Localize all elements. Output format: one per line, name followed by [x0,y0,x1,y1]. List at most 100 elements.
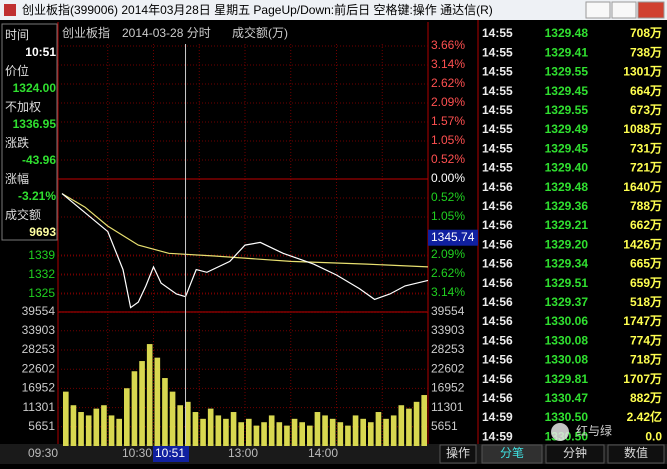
trade-time: 14:56 [482,314,513,328]
volume-bar [322,415,328,446]
volume-bar [177,405,183,446]
volume-bar [268,415,275,446]
trade-volume: 1088万 [623,122,662,136]
info-label: 涨跌 [5,135,29,150]
tab-label[interactable]: 操作 [446,445,470,460]
trade-price: 1330.06 [545,314,589,328]
info-value: -3.21% [18,189,56,203]
volume-bar [390,415,397,446]
average-line [61,193,429,268]
window-title: 创业板指(399006) 2014年03月28日 星期五 PageUp/Down… [22,2,493,17]
volume-bar [146,344,153,446]
trade-time: 14:56 [482,257,513,271]
minimize-button[interactable] [585,1,611,19]
volume-bar [398,405,405,446]
trade-price: 1329.49 [545,122,589,136]
percent-tick-label: 3.14% [431,57,465,71]
app-icon [4,4,16,16]
trade-price: 1329.48 [545,26,589,40]
trade-price: 1329.36 [545,199,589,213]
trade-volume: 1707万 [623,372,662,386]
tab[interactable] [439,444,477,464]
tab[interactable] [607,444,665,464]
trade-volume: 721万 [630,161,662,175]
trade-volume: 788万 [630,199,662,213]
trade-price: 1329.40 [545,161,589,175]
percent-tick-label: 2.09% [431,95,465,109]
trade-volume: 0.0 [645,429,662,443]
title-bar [0,0,667,20]
trade-price: 1329.20 [545,237,589,251]
volume-bar [368,422,374,446]
volume-bar [93,408,100,446]
volume-bar [375,412,382,446]
trade-price: 1329.81 [545,372,589,386]
volume-bar [329,418,336,446]
time-label: 13:00 [228,446,258,460]
trade-volume: 665万 [630,257,662,271]
volume-tick-label-right: 11301 [431,400,464,414]
trade-price: 1329.45 [545,141,589,155]
volume-bar [230,412,237,446]
time-label: 10:30 [122,446,152,460]
volume-tick-label: 28253 [22,342,56,356]
percent-tick-label: 0.52% [431,190,465,204]
volume-bar [215,415,222,446]
trade-price: 1330.47 [545,391,589,405]
volume-bar [207,408,214,446]
trade-price: 1330.08 [545,353,589,367]
info-label: 成交额 [5,207,41,222]
trade-volume: 731万 [630,141,662,155]
trade-time: 14:55 [482,65,513,79]
volume-bar [345,425,351,446]
tab-label[interactable]: 分钟 [563,445,587,460]
price-line [61,193,429,309]
trade-volume: 659万 [630,276,662,290]
volume-bar [192,412,199,446]
volume-bar [154,357,161,446]
trade-volume: 738万 [630,45,662,59]
volume-bar [299,422,305,446]
volume-tick-label-right: 28253 [431,342,465,356]
volume-tick-label-right: 22602 [431,361,465,375]
volume-bar [284,425,290,446]
volume-bar [185,401,191,446]
time-label: 14:00 [308,446,338,460]
volume-bar [406,408,412,446]
trade-price: 1329.51 [545,276,589,290]
percent-tick-label: 0.00% [431,171,465,185]
trade-volume: 518万 [630,295,662,309]
trade-time: 14:55 [482,103,513,117]
trade-time: 14:59 [482,429,513,443]
volume-tick-label-right: 33903 [431,323,465,337]
cursor-time-box [153,446,189,462]
volume-bar [200,418,206,446]
volume-tick-label: 33903 [22,323,56,337]
maximize-button[interactable] [611,1,637,19]
info-value: 9693 [29,225,56,239]
trade-time: 14:56 [482,295,513,309]
percent-tick-label: 2.09% [431,247,465,261]
tab-label[interactable]: 分笔 [500,445,524,460]
volume-bar [413,401,420,446]
trade-time: 14:59 [482,410,513,424]
volume-bar [131,371,138,446]
trade-price: 1329.55 [545,103,589,117]
volume-bar [421,395,427,446]
tab[interactable] [481,444,543,464]
tab[interactable] [545,444,605,464]
trade-time: 14:56 [482,199,513,213]
volume-tick-label-right: 5651 [431,419,458,433]
trade-time: 14:56 [482,218,513,232]
volume-bar [223,418,229,446]
close-button[interactable] [637,1,665,19]
trade-price: 1330.50 [545,410,589,424]
info-panel [1,23,58,241]
volume-tick-label-right: 16952 [431,381,465,395]
trade-price: 1329.21 [545,218,589,232]
volume-bar [162,378,168,446]
tab-label[interactable]: 数值 [624,445,648,460]
info-value: -43.96 [22,153,56,167]
